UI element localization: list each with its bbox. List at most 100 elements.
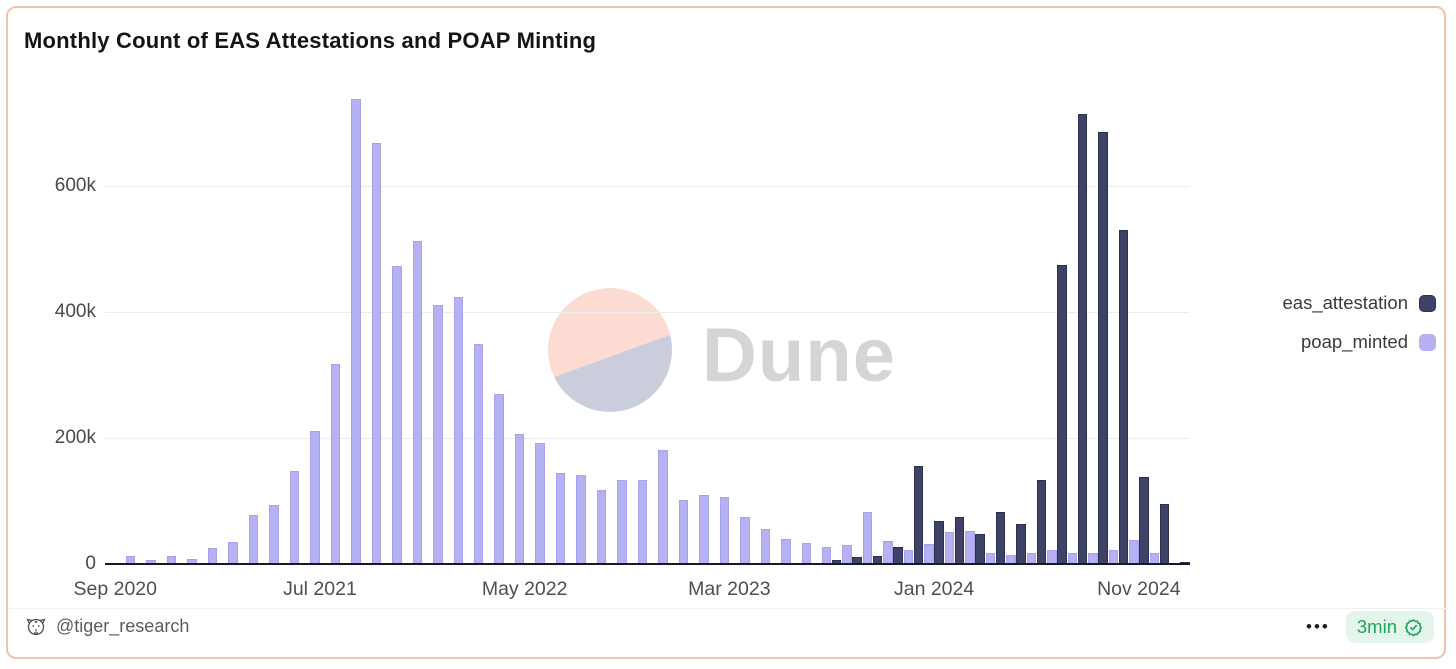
bar-poap-minted[interactable] <box>1088 552 1098 564</box>
bar-poap-minted[interactable] <box>944 531 955 564</box>
bar-poap-minted[interactable] <box>719 497 730 564</box>
bar-poap-minted[interactable] <box>125 555 136 564</box>
bar-eas-attestation[interactable] <box>1036 479 1047 564</box>
bar-eas-attestation[interactable] <box>1118 230 1129 564</box>
bar-poap-minted[interactable] <box>903 549 914 564</box>
chart-title: Monthly Count of EAS Attestations and PO… <box>24 28 597 53</box>
y-axis-tick-label: 0 <box>85 553 96 574</box>
bar-poap-minted[interactable] <box>392 266 402 564</box>
gridline-200k <box>105 438 1190 439</box>
bar-poap-minted[interactable] <box>1129 540 1139 564</box>
bar-poap-minted[interactable] <box>658 449 668 564</box>
bar-eas-attestation[interactable] <box>831 560 842 564</box>
bar-eas-attestation[interactable] <box>913 466 924 564</box>
bar-eas-attestation[interactable] <box>852 557 862 564</box>
bar-poap-minted[interactable] <box>842 545 852 564</box>
bar-poap-minted[interactable] <box>166 556 177 564</box>
bar-eas-attestation[interactable] <box>1057 265 1067 564</box>
bar-poap-minted[interactable] <box>1047 550 1057 564</box>
bar-poap-minted[interactable] <box>473 344 484 564</box>
refresh-age-label: 3min <box>1356 616 1397 637</box>
legend-label: eas_attestation <box>1282 292 1408 313</box>
bar-eas-attestation[interactable] <box>1077 114 1088 564</box>
verified-check-icon <box>1404 618 1423 636</box>
bar-poap-minted[interactable] <box>760 528 771 564</box>
bar-poap-minted[interactable] <box>1149 552 1160 564</box>
bar-poap-minted[interactable] <box>330 364 341 564</box>
bar-poap-minted[interactable] <box>555 473 566 564</box>
bar-poap-minted[interactable] <box>248 515 259 564</box>
bar-eas-attestation[interactable] <box>872 555 883 564</box>
bar-poap-minted[interactable] <box>207 547 218 564</box>
bar-poap-minted[interactable] <box>985 552 996 564</box>
bar-poap-minted[interactable] <box>351 99 361 564</box>
bar-poap-minted[interactable] <box>289 470 300 564</box>
bar-poap-minted[interactable] <box>371 143 382 564</box>
bar-poap-minted[interactable] <box>576 474 586 564</box>
y-axis-tick-label: 200k <box>54 427 96 448</box>
y-axis-tick-label: 600k <box>54 175 96 196</box>
legend-item-poap-minted[interactable]: poap_minted <box>1283 331 1436 353</box>
bar-poap-minted[interactable] <box>187 558 197 564</box>
bar-poap-minted[interactable] <box>310 431 320 564</box>
bar-poap-minted[interactable] <box>924 543 934 564</box>
y-axis-tick-label: 400k <box>54 301 96 322</box>
bar-poap-minted[interactable] <box>678 499 689 564</box>
bar-poap-minted[interactable] <box>883 540 893 564</box>
bar-poap-minted[interactable] <box>699 495 709 564</box>
gridline-600k <box>105 186 1190 187</box>
bar-eas-attestation[interactable] <box>934 520 944 564</box>
more-menu-button[interactable]: ••• <box>1306 617 1330 636</box>
bar-poap-minted[interactable] <box>1026 552 1037 564</box>
bar-poap-minted[interactable] <box>862 512 873 564</box>
bar-poap-minted[interactable] <box>453 296 463 564</box>
bar-poap-minted[interactable] <box>740 517 750 564</box>
x-axis-tick-label: Jan 2024 <box>893 578 975 600</box>
x-axis-tick-label: Jul 2021 <box>283 578 357 600</box>
bar-eas-attestation[interactable] <box>995 512 1006 564</box>
bar-eas-attestation[interactable] <box>975 533 985 564</box>
bar-poap-minted[interactable] <box>617 480 627 564</box>
bar-eas-attestation[interactable] <box>954 517 965 564</box>
bar-poap-minted[interactable] <box>1067 553 1078 564</box>
footer-actions: ••• 3min <box>1306 610 1434 644</box>
dune-logo-icon <box>548 288 672 412</box>
footer-divider <box>8 608 1448 609</box>
x-axis-tick-label: May 2022 <box>481 578 568 600</box>
bar-eas-attestation[interactable] <box>1098 132 1108 564</box>
bar-eas-attestation[interactable] <box>1016 523 1026 564</box>
bar-poap-minted[interactable] <box>596 489 607 564</box>
bar-poap-minted[interactable] <box>781 538 791 564</box>
legend-item-eas-attestation[interactable]: eas_attestation <box>1283 292 1436 314</box>
legend-swatch-eas-icon <box>1419 294 1436 312</box>
bar-poap-minted[interactable] <box>1108 550 1119 564</box>
bar-poap-minted[interactable] <box>801 542 812 564</box>
bar-poap-minted[interactable] <box>228 541 238 564</box>
footer-author[interactable]: @tiger_research <box>24 614 189 638</box>
bar-poap-minted[interactable] <box>433 305 443 564</box>
legend: eas_attestation poap_minted <box>1283 292 1436 370</box>
bar-poap-minted[interactable] <box>494 393 504 564</box>
bar-poap-minted[interactable] <box>146 560 156 564</box>
bar-eas-attestation[interactable] <box>893 546 903 564</box>
bar-poap-minted[interactable] <box>637 480 648 564</box>
bar-poap-minted[interactable] <box>1006 554 1016 564</box>
author-handle: @tiger_research <box>56 615 190 636</box>
x-axis-tick-label: Nov 2024 <box>1097 578 1181 600</box>
legend-label: poap_minted <box>1301 331 1408 352</box>
bar-poap-minted[interactable] <box>514 434 525 564</box>
dune-watermark: Dune <box>702 313 896 398</box>
x-axis-line <box>105 563 1190 565</box>
bar-poap-minted[interactable] <box>535 443 545 564</box>
bar-poap-minted[interactable] <box>821 546 832 564</box>
x-axis-tick-label: Sep 2020 <box>73 578 157 600</box>
bar-poap-minted[interactable] <box>269 504 279 564</box>
bar-eas-attestation[interactable] <box>1139 477 1149 564</box>
bar-poap-minted[interactable] <box>965 530 975 564</box>
legend-swatch-poap-icon <box>1419 333 1436 351</box>
refresh-age-badge[interactable]: 3min <box>1345 611 1434 643</box>
gridline-400k <box>105 312 1190 313</box>
bar-poap-minted[interactable] <box>412 240 423 564</box>
bar-eas-attestation[interactable] <box>1159 503 1170 564</box>
